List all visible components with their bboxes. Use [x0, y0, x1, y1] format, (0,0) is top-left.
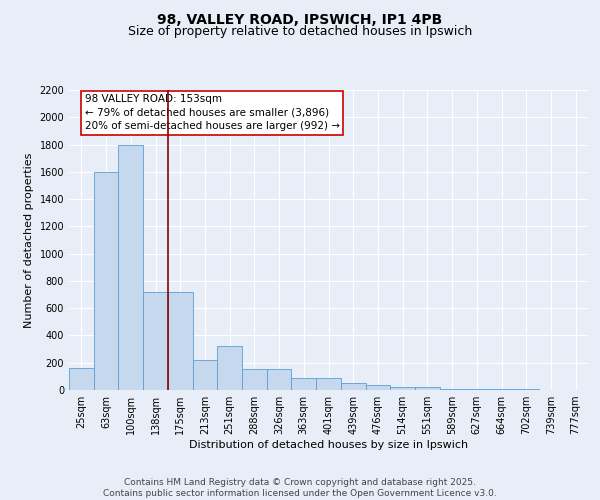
Bar [440, 388, 464, 390]
Bar [242, 369, 267, 390]
Bar [464, 388, 489, 390]
Text: 98, VALLEY ROAD, IPSWICH, IP1 4PB: 98, VALLEY ROAD, IPSWICH, IP1 4PB [157, 12, 443, 26]
Bar [143, 292, 168, 390]
Bar [69, 368, 94, 390]
Bar [267, 369, 292, 390]
Bar [341, 383, 365, 390]
X-axis label: Distribution of detached houses by size in Ipswich: Distribution of detached houses by size … [189, 440, 468, 450]
Bar [316, 378, 341, 390]
Bar [415, 388, 440, 390]
Text: 98 VALLEY ROAD: 153sqm
← 79% of detached houses are smaller (3,896)
20% of semi-: 98 VALLEY ROAD: 153sqm ← 79% of detached… [85, 94, 340, 131]
Bar [217, 346, 242, 390]
Bar [168, 292, 193, 390]
Text: Size of property relative to detached houses in Ipswich: Size of property relative to detached ho… [128, 25, 472, 38]
Bar [390, 388, 415, 390]
Text: Contains HM Land Registry data © Crown copyright and database right 2025.
Contai: Contains HM Land Registry data © Crown c… [103, 478, 497, 498]
Y-axis label: Number of detached properties: Number of detached properties [24, 152, 34, 328]
Bar [118, 144, 143, 390]
Bar [94, 172, 118, 390]
Bar [292, 378, 316, 390]
Bar [193, 360, 217, 390]
Bar [365, 384, 390, 390]
